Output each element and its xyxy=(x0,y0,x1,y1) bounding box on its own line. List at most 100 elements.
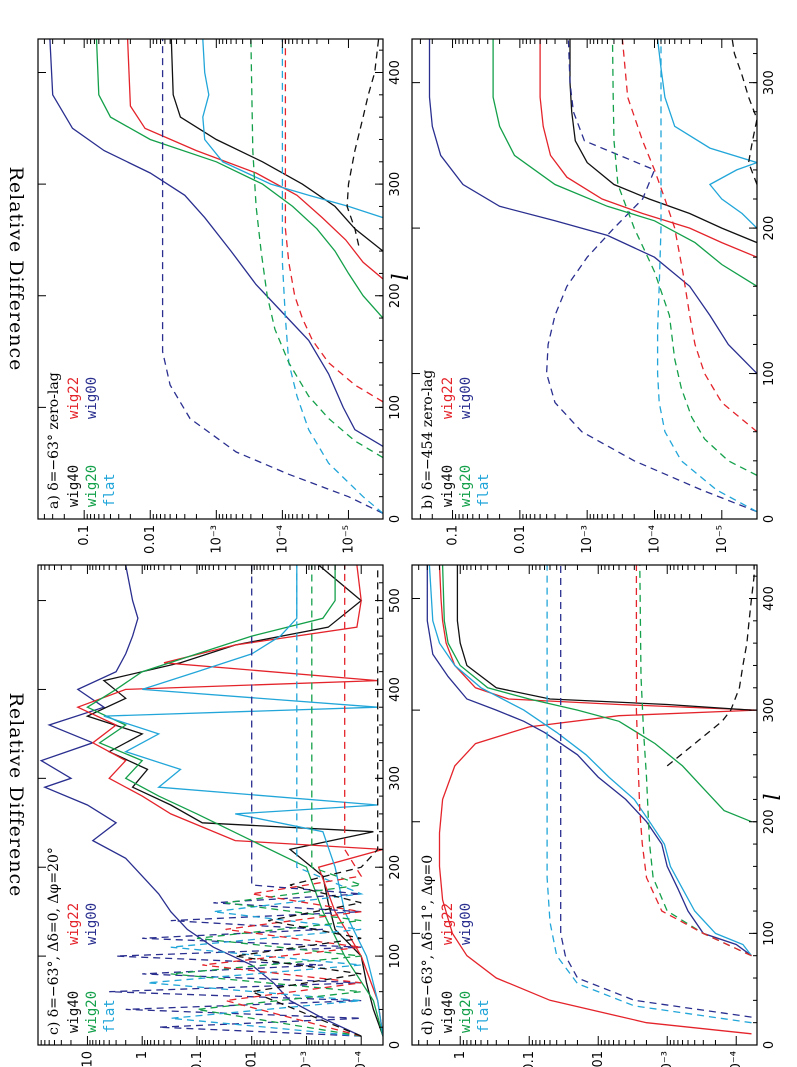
y-tick-label: 0.01 xyxy=(513,525,528,554)
series-wig00-solid xyxy=(49,39,383,447)
panel-c-plot: 0 100 200 300 400 500 10⁻⁴ 10⁻³ 0.01 0.1 1 10 c) δ=−… xyxy=(37,564,403,1067)
series-wig40-solid xyxy=(85,565,383,1037)
x-tick-label: 500 xyxy=(388,588,403,613)
panel-a: 0 100 200 300 400 10⁻⁵ 10⁻⁴ 10⁻³ 0.01 0.1 a) δ=−63… xyxy=(37,38,403,554)
y-tick-label: 0.1 xyxy=(77,525,92,546)
series-wig22-dashed xyxy=(621,39,757,433)
legend-wig20: wig20 xyxy=(458,465,474,507)
series-flat-dashed xyxy=(656,39,757,513)
y-tick-label: 1 xyxy=(135,1051,150,1059)
series-wig20-dashed xyxy=(170,565,362,1037)
series-wig22-solid xyxy=(76,565,383,1037)
series-wig40-dashed xyxy=(346,39,380,246)
panel-d-plot: 0 100 200 300 400 10⁻⁴ 10⁻³ 0.01 0.1 1 d) δ=−63°, … xyxy=(411,564,777,1067)
x-tick-label: 400 xyxy=(388,60,403,85)
y-tick-label: 10⁻⁴ xyxy=(647,525,662,554)
y-tick-label: 10⁻³ xyxy=(660,1051,675,1067)
y-tick-label: 10⁻⁴ xyxy=(354,1051,369,1067)
panel-a-series xyxy=(49,39,383,514)
series-wig40-dashed xyxy=(235,565,379,1037)
y-tick-label: 0.1 xyxy=(190,1051,205,1067)
y-tick-label: 10⁻³ xyxy=(299,1051,314,1067)
legend-wig20: wig20 xyxy=(458,991,474,1033)
series-wig22-solid xyxy=(438,565,757,1035)
panel-b-series xyxy=(428,39,757,513)
x-tick-label: 300 xyxy=(388,172,403,197)
series-wig00-dashed xyxy=(560,565,752,1018)
legend-flat: flat xyxy=(476,473,492,507)
x-tick-label: 100 xyxy=(762,361,777,386)
series-wig00-solid xyxy=(39,565,362,1037)
x-tick-label: 200 xyxy=(762,809,777,834)
panel-b-title: b) δ=−454 zero-lag xyxy=(420,370,436,509)
x-tick-label: 200 xyxy=(388,283,403,308)
x-tick-label: 200 xyxy=(762,216,777,241)
series-flat-solid xyxy=(202,39,383,219)
y-tick-label: 10⁻³ xyxy=(209,525,224,554)
series-flat-dashed xyxy=(281,39,383,514)
series-wig22-solid xyxy=(539,39,757,258)
series-wig40-dashed xyxy=(731,39,757,185)
legend-wig22: wig22 xyxy=(440,377,456,419)
series-wig40-solid xyxy=(456,565,752,711)
series-wig20-dashed xyxy=(611,39,757,476)
legend-wig20: wig20 xyxy=(84,465,100,507)
legend-wig40: wig40 xyxy=(440,991,456,1033)
series-flat-solid xyxy=(656,39,757,229)
series-wig20-solid xyxy=(441,565,752,823)
series-wig20-solid xyxy=(95,39,383,319)
series-wig20-dashed xyxy=(639,565,752,957)
y-tick-label: 10 xyxy=(80,1051,95,1067)
y-tick-label: 1 xyxy=(453,1051,468,1059)
series-wig22-dashed xyxy=(202,565,363,1037)
panel-d-frame xyxy=(411,564,758,1046)
panel-b-frame xyxy=(411,38,758,520)
legend-wig00: wig00 xyxy=(458,903,474,945)
x-tick-label: 0 xyxy=(388,515,403,523)
panel-d-series xyxy=(426,565,757,1035)
x-tick-label: 300 xyxy=(762,698,777,723)
series-wig40-solid xyxy=(569,39,757,244)
x-tick-label: 300 xyxy=(762,70,777,95)
y-tick-label: 0.1 xyxy=(522,1051,537,1067)
x-axis-label-left: l xyxy=(389,273,414,280)
y-tick-label: 10⁻⁵ xyxy=(715,525,730,554)
legend-wig22: wig22 xyxy=(66,377,82,419)
legend-wig20: wig20 xyxy=(84,991,100,1033)
panel-a-frame xyxy=(37,38,384,520)
legend-wig40: wig40 xyxy=(66,991,82,1033)
panel-d-title: d) δ=−63°, Δδ=1°, Δφ=0 xyxy=(420,855,436,1035)
legend-flat: flat xyxy=(102,473,118,507)
legend-wig00: wig00 xyxy=(84,903,100,945)
series-wig40-solid xyxy=(170,39,383,252)
legend-wig00: wig00 xyxy=(458,377,474,419)
y-tick-label: 10⁻⁴ xyxy=(729,1051,744,1067)
y-axis-label-top: Relative Difference xyxy=(5,693,27,898)
x-tick-label: 100 xyxy=(388,944,403,969)
panel-a-plot: 0 100 200 300 400 10⁻⁵ 10⁻⁴ 10⁻³ 0.01 0.1 a) δ=−63… xyxy=(37,38,403,554)
y-tick-label: 0.1 xyxy=(446,525,461,546)
y-tick-label: 10⁻⁴ xyxy=(275,525,290,554)
series-wig20-solid xyxy=(492,39,757,287)
x-tick-label: 0 xyxy=(762,515,777,523)
y-axis-label-bottom: Relative Difference xyxy=(5,167,27,372)
x-axis-label-right: l xyxy=(761,793,786,800)
series-wig00-dashed xyxy=(545,39,757,513)
legend-wig00: wig00 xyxy=(84,377,100,419)
series-wig22-solid xyxy=(126,39,383,280)
x-tick-label: 100 xyxy=(388,395,403,420)
legend-flat: flat xyxy=(476,999,492,1033)
legend-flat: flat xyxy=(102,999,118,1033)
y-tick-label: 10⁻⁵ xyxy=(341,525,356,554)
panel-b-plot: 0 100 200 300 10⁻⁵ 10⁻⁴ 10⁻³ 0.01 0.1 b) δ=−454 z… xyxy=(411,38,777,554)
series-wig00-solid xyxy=(428,39,757,374)
panel-d: 0 100 200 300 400 10⁻⁴ 10⁻³ 0.01 0.1 1 d) δ=−63°, … xyxy=(411,564,777,1067)
y-tick-label: 0.01 xyxy=(143,525,158,554)
x-tick-label: 400 xyxy=(388,677,403,702)
series-wig00-dashed xyxy=(109,565,362,1037)
legend-wig40: wig40 xyxy=(440,465,456,507)
panel-c-frame xyxy=(37,564,384,1046)
legend-wig22: wig22 xyxy=(440,903,456,945)
x-tick-label: 0 xyxy=(388,1041,403,1049)
x-tick-label: 100 xyxy=(762,921,777,946)
